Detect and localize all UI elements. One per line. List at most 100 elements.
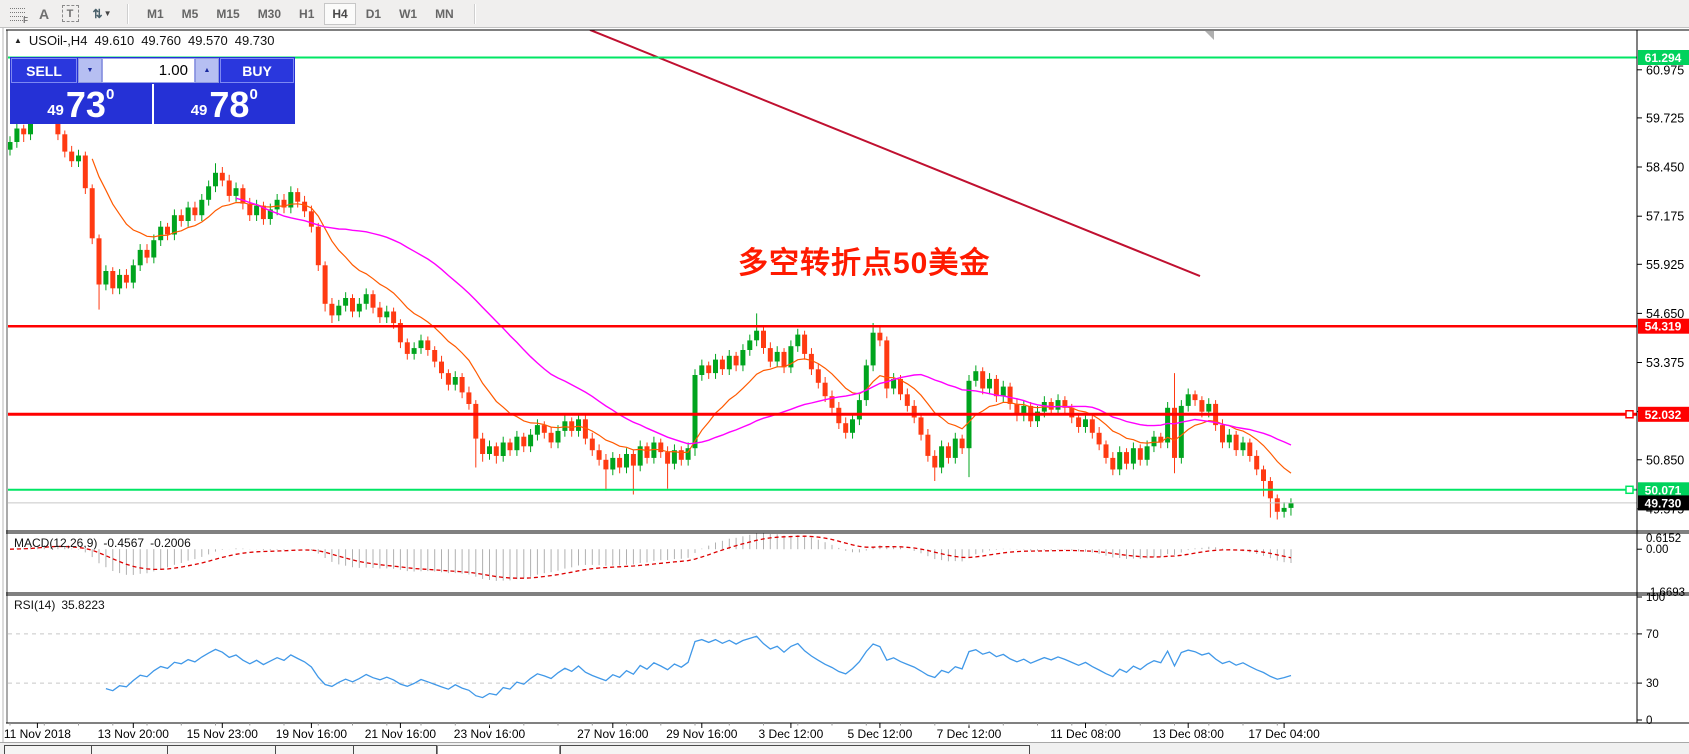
open-value: 49.610 [94,33,135,48]
svg-text:29 Nov 16:00: 29 Nov 16:00 [666,727,738,741]
chart-shift-marker[interactable] [1205,31,1214,40]
chart-tab-segment[interactable] [4,745,92,754]
rsi-name: RSI(14) [14,598,56,612]
ma-slow-line [235,197,1292,446]
timeframe-button-d1[interactable]: D1 [365,6,382,21]
low-value: 49.570 [187,33,228,48]
chart-tab-segment[interactable] [560,745,1030,754]
chevron-down-icon[interactable]: ▼ [103,9,112,18]
one-click-trade-panel: SELL ▼ ▲ BUY 49 73 0 49 78 0 [10,57,295,124]
rsi-axis: 100 70 30 0 [1637,592,1665,727]
toolbar-separator [127,3,129,24]
sell-price-big: 73 [65,84,106,126]
svg-text:50.850: 50.850 [1646,453,1684,467]
time-axis: 11 Nov 2018 13 Nov 20:00 15 Nov 23:00 19 No… [4,723,1320,741]
svg-text:19 Nov 16:00: 19 Nov 16:00 [276,727,348,741]
chart-tab-segment[interactable] [167,745,276,754]
trend-line [589,30,1201,278]
timeframe-group: M1 M5 M15 M30 H1 H4 D1 W1 MN [139,2,462,25]
macd-name: MACD(12,26,9) [14,536,98,550]
timeframe-button-m5[interactable]: M5 [181,6,199,21]
timeframe-button-h1[interactable]: H1 [299,6,315,21]
svg-text:3 Dec 12:00: 3 Dec 12:00 [759,727,824,741]
price-badge: 49.730 [1638,495,1689,511]
timeframe-button-mn[interactable]: MN [435,6,454,21]
price-badge: 50.071 [1638,482,1689,498]
sell-price-prefix: 49 [47,102,64,119]
sell-button[interactable]: SELL [11,58,77,83]
svg-text:0.6152: 0.6152 [1646,533,1681,545]
symbol-name: USOil-,H4 [28,33,88,48]
buy-price-display[interactable]: 49 78 0 [154,84,296,124]
price-badge: 52.032 [1638,406,1689,422]
svg-text:60.975: 60.975 [1646,63,1684,77]
sell-price-display[interactable]: 49 73 0 [10,84,152,124]
arrows-tool-icon[interactable]: ⇅ ▼ [92,6,112,21]
svg-text:-1.6693: -1.6693 [1646,587,1685,599]
rsi-line [105,635,1292,699]
timeframe-button-h4[interactable]: H4 [324,2,356,25]
svg-text:0: 0 [1646,715,1652,727]
macd-histogram [16,533,1292,581]
chart-tab-segment[interactable] [275,745,354,754]
chart-tab-segment[interactable] [353,745,437,754]
svg-text:30: 30 [1646,678,1659,690]
ma-fast-line [91,158,1292,474]
volume-decrease-button[interactable]: ▼ [78,58,102,83]
high-value: 49.760 [141,33,181,48]
price-divider [151,84,154,124]
price-badge: 61.294 [1638,50,1689,65]
svg-text:49.730: 49.730 [1645,496,1682,510]
svg-text:70: 70 [1646,629,1659,641]
chart-annotation-text: 多空转折点50美金 [738,247,991,280]
svg-text:13 Dec 08:00: 13 Dec 08:00 [1153,727,1225,741]
svg-text:58.450: 58.450 [1646,161,1684,175]
ohlc-values: 49.610 49.760 49.570 49.730 [94,33,274,48]
buy-button[interactable]: BUY [220,58,294,83]
timeframe-button-m1[interactable]: M1 [147,6,164,21]
svg-text:11 Nov 2018: 11 Nov 2018 [4,727,71,741]
svg-text:5 Dec 12:00: 5 Dec 12:00 [848,727,913,741]
svg-text:54.319: 54.319 [1645,320,1682,334]
svg-text:52.032: 52.032 [1645,408,1682,422]
toolbar: F A T ⇅ ▼ M1 M5 M15 M30 H1 H4 D1 W1 MN [0,0,1689,28]
close-value: 49.730 [234,33,275,48]
sell-price-sup: 0 [105,86,115,103]
svg-text:53.375: 53.375 [1646,356,1684,370]
svg-text:11 Dec 08:00: 11 Dec 08:00 [1050,727,1121,741]
volume-input[interactable] [102,58,195,83]
svg-text:50.071: 50.071 [1645,483,1682,497]
svg-text:21 Nov 16:00: 21 Nov 16:00 [365,727,437,741]
svg-text:23 Nov 16:00: 23 Nov 16:00 [454,727,526,741]
timeframe-button-m30[interactable]: M30 [257,6,282,21]
buy-price-prefix: 49 [190,102,208,119]
volume-increase-button[interactable]: ▲ [195,58,219,83]
chart-tab-segment[interactable] [91,745,168,754]
chart-tab-segment-active[interactable] [437,745,560,754]
macd-signal-value: -0.2006 [150,536,191,550]
svg-text:15 Nov 23:00: 15 Nov 23:00 [187,727,259,741]
panel-toggle-icon[interactable]: ▲ [14,36,22,45]
svg-text:7 Dec 12:00: 7 Dec 12:00 [937,727,1002,741]
macd-pane-header: MACD(12,26,9) -0.4567 -0.2006 [14,536,191,550]
buy-price-big: 78 [209,84,250,126]
macd-signal-line [9,535,1292,579]
buy-price-sup: 0 [249,86,258,103]
svg-text:55.925: 55.925 [1646,258,1684,272]
fibonacci-icon[interactable]: F [5,3,31,25]
timeframe-button-w1[interactable]: W1 [399,6,418,21]
price-axis: 60.975 59.725 58.450 57.175 55.925 54.650 53.3… [1637,63,1684,516]
line-handle [1625,485,1634,495]
toolbar-separator [473,3,476,24]
rsi-value: 35.8223 [61,598,105,612]
svg-text:59.725: 59.725 [1646,111,1684,125]
drawing-tools-group: F A T ⇅ ▼ [0,3,121,25]
rsi-pane-header: RSI(14) 35.8223 [14,598,105,612]
text-tool-icon[interactable]: T [57,3,83,25]
chart-tab-strip [0,742,1689,754]
svg-text:100: 100 [1646,592,1665,604]
timeframe-button-m15[interactable]: M15 [216,6,240,21]
text-label-icon[interactable]: A [38,5,50,22]
svg-text:57.175: 57.175 [1646,210,1684,224]
